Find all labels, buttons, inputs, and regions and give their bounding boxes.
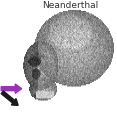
- Text: Neanderthal: Neanderthal: [42, 1, 98, 10]
- FancyArrow shape: [1, 91, 18, 105]
- FancyArrow shape: [1, 84, 22, 93]
